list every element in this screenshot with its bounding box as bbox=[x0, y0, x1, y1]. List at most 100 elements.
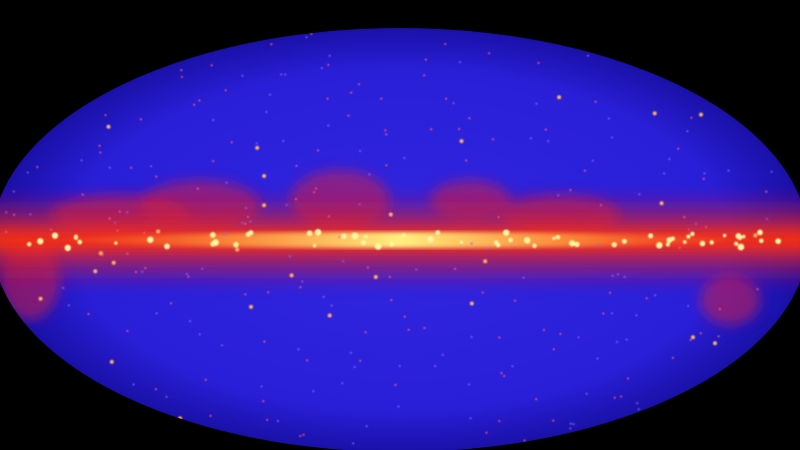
band-source bbox=[555, 235, 561, 240]
point-source bbox=[687, 304, 690, 307]
point-source bbox=[246, 215, 249, 218]
point-source bbox=[260, 385, 263, 388]
point-source bbox=[445, 97, 448, 100]
point-source bbox=[266, 418, 269, 421]
point-source bbox=[497, 216, 500, 218]
point-source bbox=[327, 124, 330, 127]
point-source bbox=[50, 228, 53, 231]
point-source bbox=[617, 273, 619, 276]
point-source bbox=[423, 327, 426, 329]
band-source bbox=[389, 241, 394, 247]
point-source bbox=[485, 247, 488, 250]
point-source bbox=[594, 100, 597, 103]
point-source bbox=[241, 221, 244, 224]
point-source bbox=[686, 130, 689, 133]
point-source bbox=[326, 97, 329, 100]
point-source bbox=[221, 344, 224, 347]
band-source bbox=[51, 232, 59, 239]
point-source bbox=[98, 144, 101, 147]
point-source bbox=[26, 171, 29, 174]
point-source bbox=[209, 414, 212, 417]
point-source bbox=[770, 170, 773, 173]
point-source bbox=[327, 63, 330, 66]
point-source bbox=[547, 140, 550, 143]
point-source bbox=[702, 177, 705, 180]
point-source bbox=[132, 383, 135, 386]
point-source bbox=[756, 288, 759, 291]
point-source bbox=[385, 133, 388, 136]
point-source bbox=[398, 365, 401, 367]
point-source bbox=[155, 312, 158, 315]
point-source bbox=[552, 348, 555, 351]
point-source bbox=[469, 301, 474, 306]
point-source bbox=[342, 260, 345, 263]
point-source bbox=[349, 351, 352, 354]
point-source bbox=[111, 260, 116, 265]
point-source bbox=[126, 330, 129, 332]
band-source bbox=[209, 232, 216, 238]
point-source bbox=[143, 231, 146, 234]
point-source bbox=[388, 212, 393, 217]
band-source bbox=[722, 233, 727, 238]
point-source bbox=[394, 383, 397, 386]
point-source bbox=[613, 396, 616, 399]
point-source bbox=[535, 102, 538, 105]
point-source bbox=[523, 439, 526, 442]
point-source bbox=[683, 216, 686, 219]
point-source bbox=[289, 273, 294, 278]
point-source bbox=[689, 338, 692, 341]
point-source bbox=[347, 114, 350, 117]
point-source bbox=[305, 36, 308, 39]
point-source bbox=[403, 157, 406, 159]
point-source bbox=[299, 435, 302, 437]
point-source bbox=[607, 117, 610, 120]
point-source bbox=[353, 366, 356, 368]
point-source bbox=[690, 116, 693, 119]
band-source bbox=[648, 233, 654, 239]
point-source bbox=[126, 211, 129, 214]
band-source bbox=[233, 241, 239, 248]
point-source bbox=[552, 419, 555, 422]
point-source bbox=[468, 383, 470, 386]
point-source bbox=[312, 390, 315, 393]
band-source bbox=[164, 243, 170, 250]
point-source bbox=[12, 190, 15, 193]
point-source bbox=[430, 128, 433, 131]
point-source bbox=[373, 275, 378, 279]
point-source bbox=[677, 147, 680, 150]
point-source bbox=[403, 315, 406, 318]
point-source bbox=[500, 372, 503, 375]
band-source bbox=[621, 238, 627, 244]
point-source bbox=[144, 267, 147, 270]
point-source bbox=[341, 382, 344, 385]
point-source bbox=[352, 442, 355, 445]
band-source bbox=[532, 243, 537, 248]
point-source bbox=[139, 118, 142, 121]
band-source bbox=[686, 234, 691, 239]
point-source bbox=[452, 102, 455, 105]
point-source bbox=[668, 158, 671, 160]
point-source bbox=[101, 253, 104, 256]
point-source bbox=[80, 159, 83, 162]
point-source bbox=[434, 365, 437, 368]
point-source bbox=[245, 207, 247, 210]
band-source bbox=[427, 236, 434, 243]
band-source bbox=[351, 232, 359, 240]
point-source bbox=[114, 221, 117, 224]
point-source bbox=[327, 215, 330, 218]
point-source bbox=[224, 89, 227, 92]
point-source bbox=[165, 395, 168, 398]
point-source bbox=[441, 353, 444, 356]
point-source bbox=[609, 291, 611, 294]
band-source bbox=[757, 229, 763, 236]
band-source bbox=[306, 230, 313, 237]
point-source bbox=[108, 217, 111, 220]
point-source bbox=[458, 61, 461, 64]
point-source bbox=[765, 190, 768, 193]
band-source bbox=[665, 242, 670, 247]
point-source bbox=[288, 255, 291, 258]
point-source bbox=[694, 223, 697, 225]
band-source bbox=[574, 241, 580, 248]
band-source bbox=[210, 241, 216, 247]
point-source bbox=[135, 271, 137, 273]
